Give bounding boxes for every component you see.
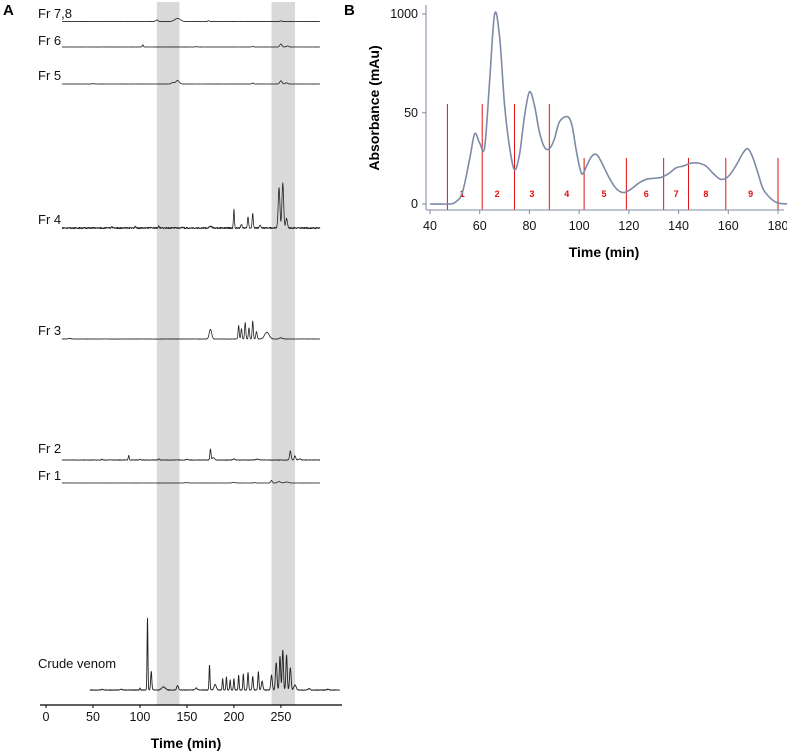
panel-a-x-tick-label: 0 <box>43 710 50 724</box>
highlight-band-2 <box>271 2 296 705</box>
panel-a-x-axis-title: Time (min) <box>151 735 222 751</box>
highlight-band-1 <box>156 2 180 705</box>
trace-label-fr-6: Fr 6 <box>38 33 61 48</box>
trace-label-fr-7-8: Fr 7,8 <box>38 6 72 21</box>
panel-b-x-tick-label: 80 <box>522 219 536 233</box>
fraction-label-4: 4 <box>564 189 569 199</box>
panel-b-y-tick-label: 50 <box>404 106 418 120</box>
panel-b-x-tick-label: 180 <box>768 219 787 233</box>
panel-b-axes: 40 60 80 100 120 140 160 180 0 50 1000 Time (min)… <box>366 5 787 260</box>
trace-label-fr-4: Fr 4 <box>38 212 61 227</box>
panel-a-x-tick-label: 250 <box>270 710 291 724</box>
panel-b-y-ticks: 0 50 1000 <box>390 7 426 211</box>
panel-a-x-tick-label: 150 <box>177 710 198 724</box>
absorbance-curve <box>429 11 787 205</box>
panel-a-chromatograms: Fr 7,8 Fr 6 Fr 5 Fr 4 Fr 3 Fr 2 Fr 1 Crude veno… <box>38 2 342 751</box>
trace-label-fr-1: Fr 1 <box>38 468 61 483</box>
fraction-label-7: 7 <box>674 189 679 199</box>
panel-a-x-axis: 0 50 100 150 200 250 Time (min) <box>40 704 342 751</box>
panel-b-y-tick-label: 0 <box>411 197 418 211</box>
panel-b-x-tick-label: 40 <box>423 219 437 233</box>
fraction-label-8: 8 <box>703 189 708 199</box>
fraction-label-9: 9 <box>748 189 753 199</box>
panel-b-x-tick-label: 100 <box>569 219 590 233</box>
trace-crude-venom <box>89 617 341 691</box>
trace-group: Fr 7,8 Fr 6 Fr 5 Fr 4 Fr 3 Fr 2 Fr 1 Crude veno… <box>38 6 341 691</box>
panel-a-x-tick-label: 100 <box>130 710 151 724</box>
trace-label-fr-5: Fr 5 <box>38 68 61 83</box>
panel-b-x-axis-title: Time (min) <box>569 244 640 260</box>
trace-fr-5 <box>61 80 321 85</box>
fraction-label-5: 5 <box>601 189 606 199</box>
panel-a-x-tick-label: 50 <box>86 710 100 724</box>
trace-fr-1 <box>61 479 321 484</box>
panel-b-y-axis-title: Absorbance (mAu) <box>366 45 382 170</box>
trace-fr-7-8 <box>61 18 321 23</box>
panel-a-x-ticks: 0 50 100 150 200 250 <box>43 705 291 724</box>
panel-b-y-tick-label: 1000 <box>390 7 418 21</box>
trace-fr-2 <box>61 448 321 461</box>
trace-label-fr-3: Fr 3 <box>38 323 61 338</box>
panel-b-x-tick-label: 140 <box>668 219 689 233</box>
panel-b-x-ticks: 40 60 80 100 120 140 160 180 <box>423 210 787 233</box>
trace-fr-4 <box>61 182 321 230</box>
panel-b-x-tick-label: 160 <box>718 219 739 233</box>
panel-a-letter: A <box>3 2 14 19</box>
fraction-label-2: 2 <box>495 189 500 199</box>
trace-label-fr-2: Fr 2 <box>38 441 61 456</box>
panel-a-x-tick-label: 200 <box>224 710 245 724</box>
panel-b-letter: B <box>344 2 355 19</box>
highlight-bands <box>156 2 296 705</box>
fraction-lines <box>446 104 779 210</box>
trace-fr-3 <box>61 320 321 340</box>
trace-label-crude-venom: Crude venom <box>38 656 116 671</box>
panel-b-x-tick-label: 120 <box>618 219 639 233</box>
trace-fr-6 <box>61 43 321 48</box>
fraction-label-3: 3 <box>529 189 534 199</box>
fraction-label-6: 6 <box>644 189 649 199</box>
panel-b-x-tick-label: 60 <box>473 219 487 233</box>
